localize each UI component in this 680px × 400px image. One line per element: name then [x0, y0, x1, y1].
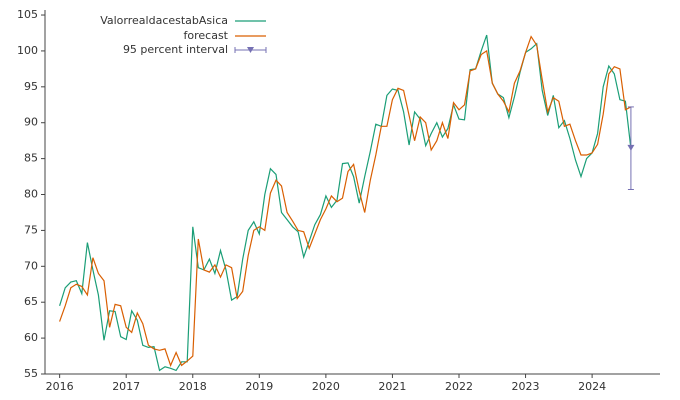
x-tick-label: 2017: [112, 380, 140, 393]
y-tick-label: 70: [24, 259, 38, 272]
y-tick-label: 80: [24, 188, 38, 201]
x-tick-label: 2020: [312, 380, 340, 393]
y-tick-label: 100: [17, 44, 38, 57]
legend-label: ValorrealdacestabAsica: [100, 14, 228, 27]
y-tick-label: 65: [24, 295, 38, 308]
series-line: [59, 34, 632, 372]
x-tick-label: 2021: [378, 380, 406, 393]
x-tick-label: 2019: [245, 380, 273, 393]
y-tick-label: 75: [24, 223, 38, 236]
x-tick-label: 2023: [512, 380, 540, 393]
y-tick-label: 105: [17, 8, 38, 21]
legend-label: 95 percent interval: [123, 43, 228, 56]
x-tick-label: 2022: [445, 380, 473, 393]
y-tick-label: 60: [24, 331, 38, 344]
series-line: [59, 35, 632, 368]
y-tick-label: 55: [24, 367, 38, 380]
x-tick-label: 2016: [46, 380, 74, 393]
y-tick-label: 85: [24, 152, 38, 165]
legend-marker: [247, 47, 254, 53]
x-tick-label: 2018: [179, 380, 207, 393]
legend-label: forecast: [184, 29, 229, 42]
y-tick-label: 90: [24, 116, 38, 129]
y-tick-label: 95: [24, 80, 38, 93]
forecast-point: [627, 144, 635, 151]
x-tick-label: 2024: [578, 380, 606, 393]
